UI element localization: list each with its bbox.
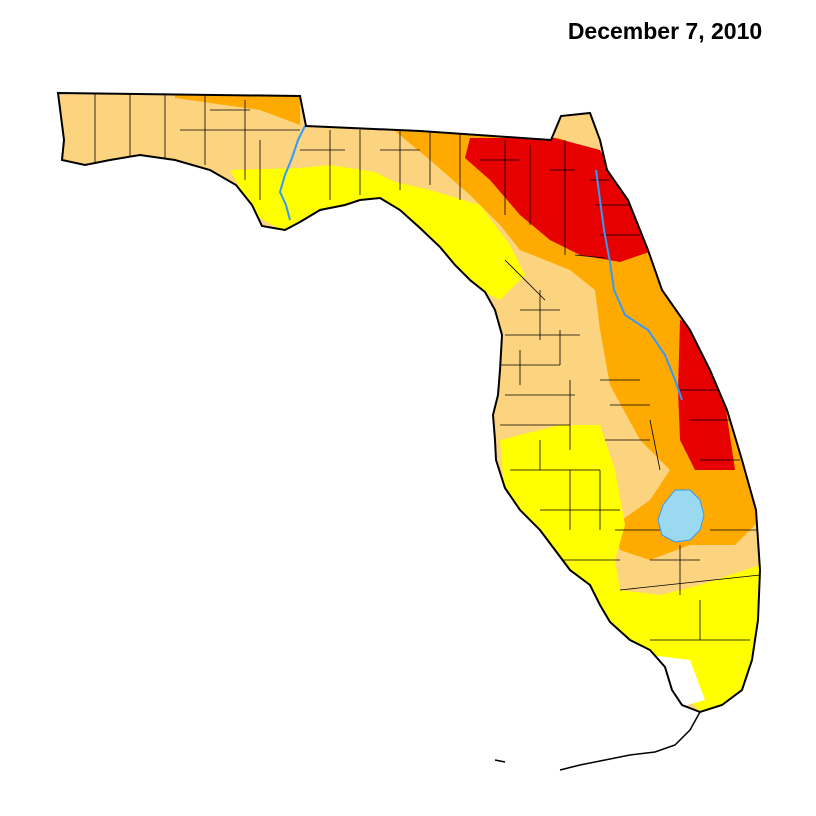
lake-okeechobee xyxy=(657,489,705,543)
st-johns-river xyxy=(595,169,683,401)
d0-abnormally-dry-area xyxy=(230,165,760,712)
apalachicola-river xyxy=(278,125,306,221)
d3-extreme-drought-area xyxy=(465,138,735,470)
map-date-title: December 7, 2010 xyxy=(567,18,763,44)
rivers xyxy=(278,125,683,401)
florida-keys xyxy=(494,711,701,771)
county-boundaries xyxy=(94,93,760,641)
